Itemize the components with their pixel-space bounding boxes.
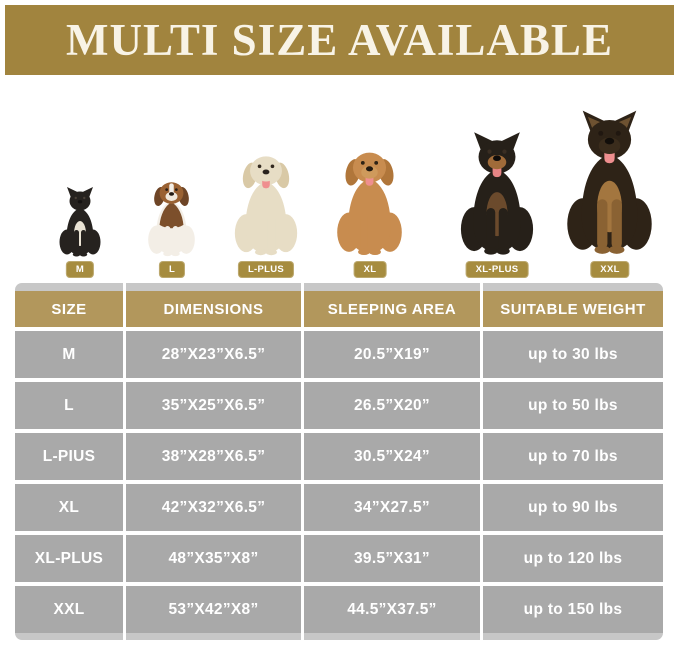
page-title: MULTI SIZE AVAILABLE [66,15,613,65]
row-2-dimensions: 38”X28”X6.5” [126,433,301,480]
header-cell-sleeping-area: SLEEPING AREA [304,291,480,327]
table-bottom-strip [126,633,301,640]
dog-photo-golden-retriever [330,144,409,259]
row-1-dimensions: 35”X25”X6.5” [126,382,301,429]
row-0-dimensions: 28”X23”X6.5” [126,331,301,378]
row-0-sleeping-area: 20.5”X19” [304,331,480,378]
header-cell-suitable-weight: SUITABLE WEIGHT [483,291,663,327]
row-5-dimensions: 53”X42”X8” [126,586,301,633]
size-badge-german-shepherd: XXL [590,261,630,278]
title-banner: MULTI SIZE AVAILABLE [5,5,674,75]
row-1-size: L [15,382,123,429]
size-badge-doberman: XL-PLUS [465,261,529,278]
row-1-suitable-weight: up to 50 lbs [483,382,663,429]
table-top-strip [126,283,301,291]
row-5-size: XXL [15,586,123,633]
row-4-suitable-weight: up to 120 lbs [483,535,663,582]
size-badge-golden-retriever: XL [353,261,387,278]
header-cell-dimensions: DIMENSIONS [126,291,301,327]
size-badge-labrador-puppy: L-PLUS [237,261,295,278]
row-0-suitable-weight: up to 30 lbs [483,331,663,378]
row-4-dimensions: 48”X35”X8” [126,535,301,582]
size-badge-french-bulldog: M [65,261,95,278]
table-top-strip [483,283,663,291]
header-cell-size: SIZE [15,291,123,327]
dog-photo-german-shepherd [558,108,661,259]
dog-photo-doberman [453,130,541,259]
dog-photo-labrador-puppy [228,148,304,259]
dog-photo-french-bulldog [55,186,105,259]
row-2-suitable-weight: up to 70 lbs [483,433,663,480]
row-5-sleeping-area: 44.5”X37.5” [304,586,480,633]
row-3-dimensions: 42”X32”X6.5” [126,484,301,531]
table-bottom-strip [15,633,123,640]
dog-photo-beagle [143,176,200,259]
table-bottom-strip [304,633,480,640]
size-badge-beagle: L [158,261,186,278]
table-top-strip [15,283,123,291]
row-1-sleeping-area: 26.5”X20” [304,382,480,429]
table-bottom-strip [483,633,663,640]
row-3-suitable-weight: up to 90 lbs [483,484,663,531]
row-3-sleeping-area: 34”X27.5” [304,484,480,531]
row-2-sleeping-area: 30.5”X24” [304,433,480,480]
row-5-suitable-weight: up to 150 lbs [483,586,663,633]
row-0-size: M [15,331,123,378]
row-2-size: L-PIUS [15,433,123,480]
row-4-sleeping-area: 39.5”X31” [304,535,480,582]
table-top-strip [304,283,480,291]
row-3-size: XL [15,484,123,531]
size-table: SIZE DIMENSIONS SLEEPING AREA SUITABLE WEIG… [15,283,663,640]
row-4-size: XL-PLUS [15,535,123,582]
